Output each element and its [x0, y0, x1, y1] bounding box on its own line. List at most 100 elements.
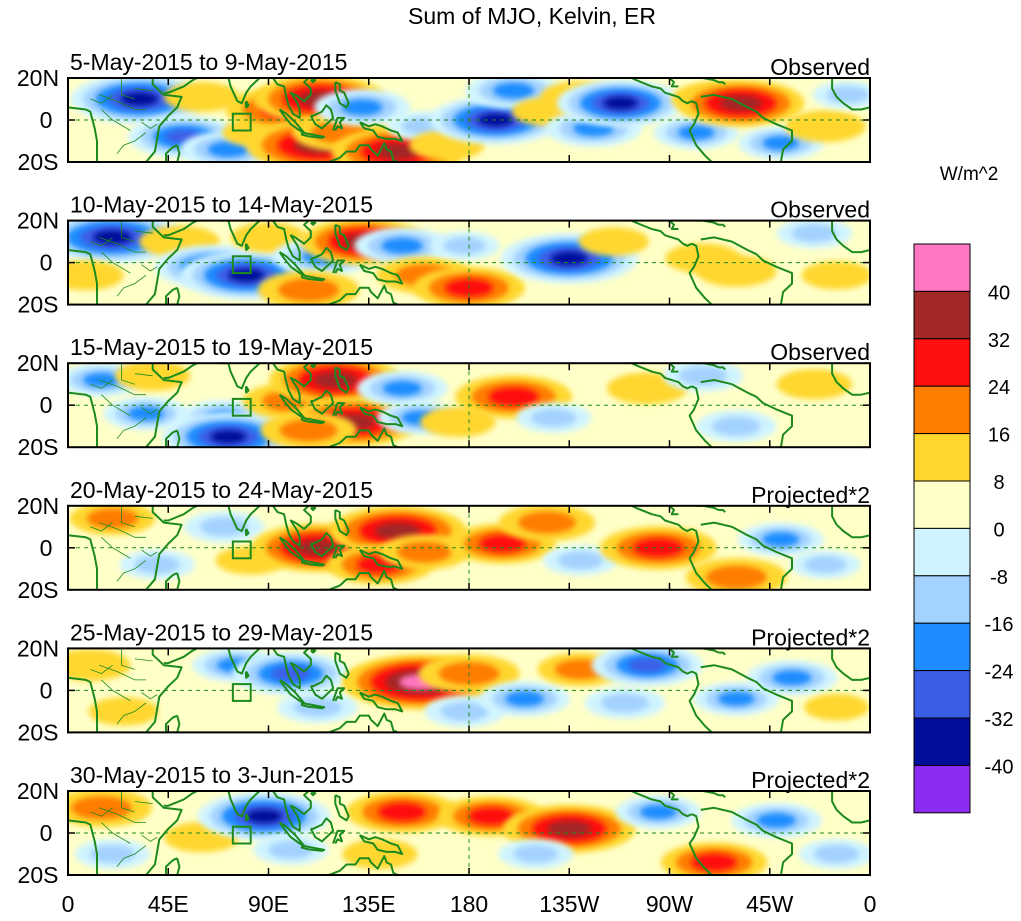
colorbar-level-label: 8 — [993, 472, 1004, 494]
colorbar-level-label: 32 — [988, 330, 1010, 352]
coastline — [334, 223, 350, 251]
coastline — [358, 548, 404, 570]
x-tick-label: 90E — [248, 891, 289, 917]
anomaly-2 — [68, 260, 124, 291]
coastline — [700, 236, 793, 305]
anomaly-contour — [518, 511, 576, 534]
coastline — [696, 791, 719, 797]
panel-status: Observed — [770, 197, 870, 223]
anomaly-13 — [731, 802, 822, 838]
y-tick-label: 20S — [18, 719, 59, 745]
anomaly-13 — [591, 648, 704, 687]
panel-date-range: 5-May-2015 to 9-May-2015 — [70, 49, 347, 75]
coastline — [319, 855, 399, 875]
colorbar-swatch — [913, 575, 971, 624]
coastline — [718, 509, 726, 513]
coastline — [145, 78, 183, 162]
anomaly-contour — [420, 406, 496, 438]
anomaly-13 — [429, 231, 500, 260]
coastline — [668, 648, 679, 658]
coastline — [278, 251, 306, 277]
coastline — [310, 79, 317, 84]
coastline — [319, 427, 399, 448]
panel-date-range: 20-May-2015 to 24-May-2015 — [70, 477, 373, 503]
coastline — [696, 363, 719, 369]
anomaly-2 — [88, 697, 159, 726]
x-tick-label: 180 — [450, 891, 488, 917]
coastline — [272, 648, 312, 690]
y-tick-label: 20N — [17, 65, 59, 91]
coastline — [718, 81, 726, 86]
anomaly-contour — [479, 534, 526, 553]
coastline — [334, 366, 350, 394]
anomaly-contour — [677, 125, 715, 140]
coastline — [718, 366, 726, 371]
anomaly-16 — [804, 693, 869, 721]
anomaly-contour — [547, 820, 592, 837]
coastline — [163, 505, 198, 522]
coastline — [145, 220, 183, 305]
anomaly-contour — [228, 268, 265, 282]
panel-status: Observed — [770, 54, 870, 80]
coastline — [319, 569, 399, 590]
anomaly-contour — [578, 227, 649, 256]
coastline — [163, 363, 198, 379]
coastline — [300, 274, 326, 282]
coastline — [358, 263, 404, 285]
y-tick-label: 20N — [17, 778, 59, 804]
anomaly-contour — [381, 237, 423, 254]
colorbar-level-label: 24 — [988, 377, 1010, 399]
coastline — [272, 505, 312, 547]
colorbar-level-label: -8 — [990, 567, 1008, 589]
anomaly-contour — [397, 541, 452, 563]
reference-box — [231, 825, 252, 845]
anomaly-contour — [488, 387, 539, 407]
x-tick-label: 90W — [646, 891, 694, 917]
coastline — [831, 78, 870, 111]
colorbar-swatch — [913, 433, 971, 482]
anomaly-8 — [379, 534, 470, 570]
y-tick-label: 0 — [40, 677, 53, 703]
country-border — [116, 845, 147, 867]
anomaly-24 — [785, 110, 866, 143]
anomaly-12 — [599, 526, 717, 570]
country-border — [141, 692, 158, 700]
y-tick-label: 0 — [40, 392, 53, 418]
coastline — [831, 648, 870, 681]
anomaly-contour — [776, 369, 852, 400]
colorbar-swatch — [913, 290, 971, 340]
colorbar-level-label: -16 — [985, 614, 1014, 636]
country-border — [101, 537, 131, 559]
y-tick-label: 0 — [40, 107, 53, 133]
country-border — [121, 648, 135, 670]
coastline — [718, 223, 726, 228]
country-border — [90, 94, 113, 104]
anomaly-3 — [183, 510, 265, 543]
coastline — [696, 78, 719, 84]
coastline — [700, 664, 793, 733]
y-tick-label: 20N — [17, 635, 59, 661]
anomaly-contour — [210, 430, 247, 444]
anomaly-10 — [356, 370, 448, 406]
anomaly-4 — [232, 651, 350, 696]
country-border — [121, 505, 135, 528]
country-border — [121, 791, 135, 813]
coastline — [831, 505, 870, 539]
anomaly-contour — [762, 532, 800, 547]
anomaly-25 — [812, 80, 870, 109]
anomaly-contour — [207, 141, 249, 158]
anomaly-8 — [258, 270, 360, 305]
y-tick-label: 20N — [17, 493, 59, 519]
anomaly-17 — [696, 410, 777, 443]
anomaly-10 — [498, 838, 574, 870]
coastlines — [68, 220, 870, 305]
reference-box — [231, 112, 252, 132]
colorbar-swatch — [913, 670, 971, 719]
anomaly-contour — [603, 96, 638, 110]
anomaly-contour — [378, 803, 427, 821]
country-border — [134, 230, 153, 234]
coastline — [244, 528, 250, 537]
coastline — [831, 791, 870, 824]
country-border — [90, 237, 113, 247]
